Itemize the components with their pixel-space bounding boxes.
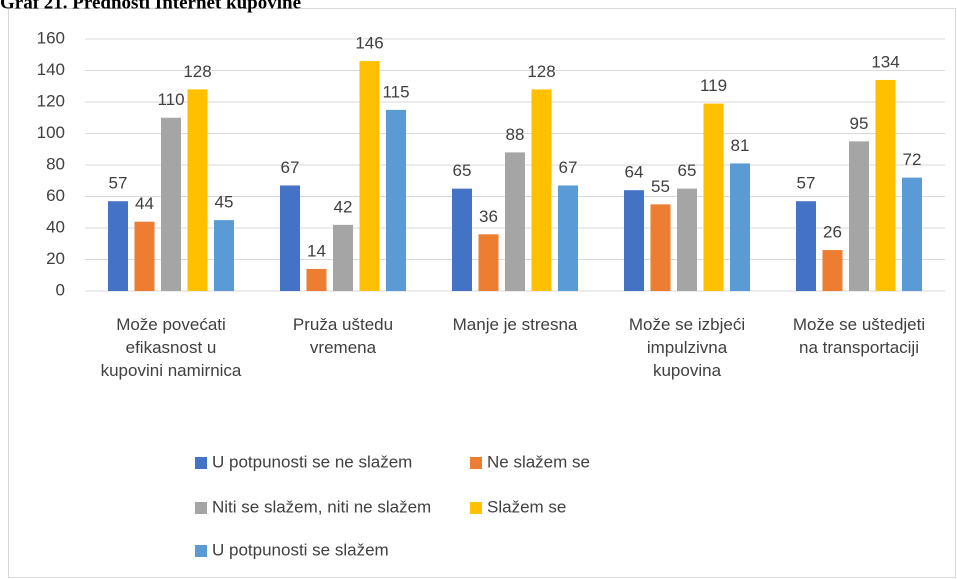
y-tick-label: 40	[46, 217, 65, 236]
bar	[134, 221, 155, 291]
y-tick-label: 140	[37, 60, 65, 79]
data-label: 146	[355, 34, 383, 53]
data-label: 44	[135, 194, 154, 213]
legend-swatch	[195, 545, 207, 557]
y-tick-label: 160	[37, 28, 65, 47]
bar	[333, 224, 353, 291]
legend-label: Slažem se	[487, 497, 566, 516]
legend-swatch	[470, 457, 482, 469]
y-tick-label: 20	[46, 249, 65, 268]
x-tick-label: Manje je stresna	[452, 315, 578, 334]
bar	[796, 201, 816, 291]
x-tick-label: Pruža uštedu vremena	[292, 315, 394, 357]
bar	[280, 185, 300, 291]
bar	[703, 103, 724, 291]
legend-swatch	[195, 457, 207, 469]
y-tick-label: 120	[37, 91, 65, 110]
legend-label: Niti se slažem, niti ne slažem	[212, 497, 431, 516]
y-tick-label: 80	[46, 154, 65, 173]
legend-swatch	[470, 502, 482, 514]
bar	[161, 117, 181, 291]
bar	[677, 188, 697, 291]
bar	[505, 152, 525, 291]
bar	[386, 109, 406, 291]
data-label: 55	[651, 177, 670, 196]
data-label: 81	[731, 136, 750, 155]
data-label: 72	[903, 150, 922, 169]
x-tick-label: Može povećati efikasnost u kupovini nami…	[100, 315, 242, 380]
bar	[902, 177, 922, 291]
bar	[875, 79, 896, 291]
data-label: 128	[527, 62, 555, 81]
legend-swatch	[195, 502, 207, 514]
data-label: 36	[479, 207, 498, 226]
bar	[187, 89, 208, 292]
bar	[359, 61, 380, 291]
data-label: 119	[700, 76, 727, 95]
legend-label: U potpunosti se slažem	[212, 540, 389, 559]
data-label: 64	[625, 163, 644, 182]
bar	[624, 190, 644, 291]
bar	[214, 220, 234, 291]
data-label: 110	[157, 90, 184, 109]
bar	[650, 204, 671, 291]
y-tick-label: 0	[56, 280, 65, 299]
data-label: 115	[382, 82, 409, 101]
data-label: 95	[850, 114, 869, 133]
data-label: 88	[506, 125, 525, 144]
data-label: 65	[453, 161, 472, 180]
x-tick-label: Može se uštedjeti na transportaciji	[792, 315, 926, 357]
bar	[849, 141, 869, 291]
chart-title: Graf 21. Prednosti Internet kupovine	[0, 0, 301, 13]
y-tick-label: 100	[37, 123, 65, 142]
bar	[108, 201, 128, 291]
y-tick-label: 60	[46, 186, 65, 205]
bar	[822, 250, 843, 291]
bar	[306, 268, 327, 291]
data-label: 67	[559, 158, 578, 177]
data-label: 128	[183, 62, 211, 81]
bar	[452, 188, 472, 291]
bar	[478, 234, 499, 291]
data-label: 134	[871, 52, 899, 71]
legend-label: Ne slažem se	[487, 452, 590, 471]
data-label: 14	[307, 241, 326, 260]
data-label: 67	[281, 158, 300, 177]
data-label: 42	[334, 197, 353, 216]
legend-label: U potpunosti se ne slažem	[212, 452, 412, 471]
chart-frame	[8, 8, 956, 578]
data-label: 57	[797, 174, 816, 193]
bar	[531, 89, 552, 292]
data-label: 26	[823, 223, 842, 242]
data-label: 65	[678, 161, 697, 180]
bar	[558, 185, 578, 291]
data-label: 57	[109, 174, 128, 193]
x-tick-label: Može se izbjeći impulzivna kupovina	[628, 315, 746, 380]
data-label: 45	[215, 193, 234, 212]
bar	[730, 163, 750, 291]
